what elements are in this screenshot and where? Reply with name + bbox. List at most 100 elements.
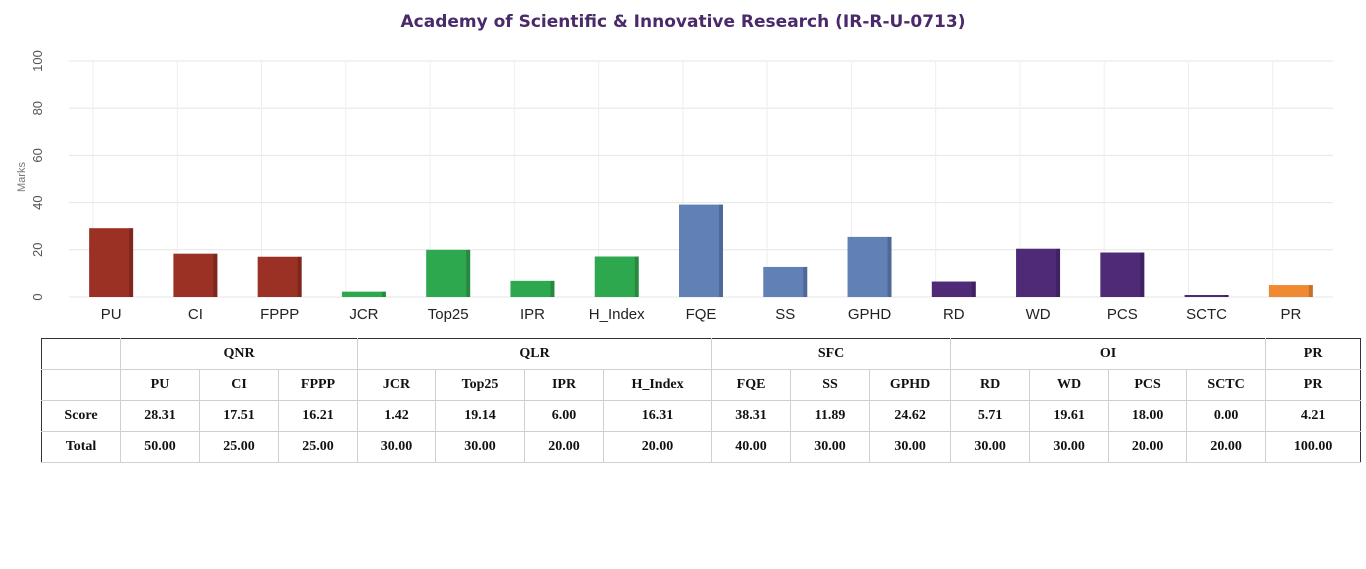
table-cell: 30.00 (1029, 431, 1110, 463)
table-cell: 28.31 (120, 400, 200, 432)
x-tick-label: RD (943, 306, 965, 323)
metric-header: JCR (357, 369, 437, 401)
x-tick-label: JCR (349, 306, 378, 323)
table-cell: 20.00 (1186, 431, 1267, 463)
bar-shade (550, 280, 555, 297)
bar-pcs (1100, 252, 1145, 297)
table-cell: 100.00 (1265, 431, 1362, 463)
x-tick-label: PU (101, 306, 122, 323)
score-table: QNR QLR SFC OI PR PU CI FPPP JCR Top25 IPR H_Index… (41, 338, 1362, 463)
table-cell: 19.14 (435, 400, 526, 432)
bars (89, 204, 1313, 297)
bar-shade (803, 266, 808, 297)
bar-shade (971, 281, 976, 297)
bar-shade (381, 291, 386, 297)
metric-header: WD (1029, 369, 1110, 401)
bar-ss (763, 266, 808, 297)
bar-shade (297, 256, 302, 297)
bar-pu (89, 228, 134, 297)
x-tick-label: PR (1280, 306, 1301, 323)
table-cell: 30.00 (435, 431, 526, 463)
metric-header: IPR (524, 369, 605, 401)
group-header: SFC (711, 338, 952, 370)
table-cell: 16.21 (277, 400, 359, 432)
y-axis-label: Marks (16, 162, 28, 192)
metric-header: SS (790, 369, 871, 401)
bar-ci (173, 253, 218, 297)
bar-shade (719, 204, 723, 297)
table-cell: 30.00 (790, 431, 871, 463)
bar-pr (1268, 285, 1313, 297)
bar-rd (931, 281, 976, 297)
bar-fppp (257, 256, 302, 297)
table-cell: 30.00 (869, 431, 952, 463)
table-cell: 30.00 (357, 431, 437, 463)
y-tick-label: 20 (30, 243, 45, 257)
bar-fqe (679, 204, 723, 297)
group-header: OI (950, 338, 1267, 370)
table-cell: 20.00 (1108, 431, 1188, 463)
group-header: QNR (119, 338, 359, 370)
table-cell: 0.00 (1186, 400, 1267, 432)
bar-top25 (426, 249, 471, 297)
bar-jcr (341, 291, 386, 297)
x-axis-ticks: PU CI FPPP JCR Top25 IPR H_Index FQE SS GPHD RD WD P… (101, 306, 1302, 323)
corner-cell (41, 338, 121, 370)
x-tick-label: IPR (520, 306, 545, 323)
row-label: Total (41, 431, 121, 463)
table-cell: 18.00 (1108, 400, 1188, 432)
table-cell: 17.51 (199, 400, 279, 432)
x-tick-label: SCTC (1186, 306, 1227, 323)
y-tick-label: 100 (30, 50, 45, 72)
bar-chart: 0 20 40 60 80 100 Marks PU CI FPPP JCR Top25 IPR H_… (16, 50, 1333, 323)
bar-shade (1056, 248, 1061, 297)
group-header-row: QNR QLR SFC OI PR (41, 338, 1362, 370)
bar-ipr (510, 280, 555, 297)
table-cell: 24.62 (869, 400, 952, 432)
table-cell: 30.00 (950, 431, 1031, 463)
table-cell: 6.00 (524, 400, 605, 432)
y-tick-label: 40 (30, 195, 45, 209)
group-header: PR (1265, 338, 1362, 370)
y-axis-ticks: 0 20 40 60 80 100 (30, 50, 45, 300)
x-tick-label: SS (775, 306, 795, 323)
bar-wd (1016, 248, 1061, 297)
table-cell: 25.00 (199, 431, 279, 463)
score-row: Score 28.31 17.51 16.21 1.42 19.14 6.00 16.31 3… (41, 400, 1362, 432)
x-tick-label: WD (1026, 306, 1051, 323)
metric-header: GPHD (869, 369, 952, 401)
metric-header: PCS (1108, 369, 1188, 401)
metric-header: CI (199, 369, 279, 401)
x-tick-label: PCS (1107, 306, 1138, 323)
table-cell: 20.00 (603, 431, 713, 463)
table-cell: 5.71 (950, 400, 1031, 432)
metric-header: PU (120, 369, 200, 401)
table-cell: 40.00 (711, 431, 792, 463)
table-cell: 11.89 (790, 400, 871, 432)
bar-gphd (847, 236, 892, 297)
x-tick-label: FPPP (260, 306, 299, 323)
metric-header: H_Index (603, 369, 713, 401)
total-row: Total 50.00 25.00 25.00 30.00 30.00 20.00 20.0… (41, 431, 1362, 463)
metric-header: FQE (711, 369, 792, 401)
metric-header: FPPP (277, 369, 359, 401)
bar-sctc (1184, 295, 1229, 297)
table-cell: 1.42 (357, 400, 437, 432)
table-cell: 4.21 (1265, 400, 1362, 432)
group-header: QLR (357, 338, 713, 370)
row-label: Score (41, 400, 121, 432)
metric-header-row: PU CI FPPP JCR Top25 IPR H_Index FQE SS GPHD RD WD P… (41, 369, 1362, 401)
corner-cell (41, 369, 121, 401)
table-cell: 19.61 (1029, 400, 1110, 432)
bar-shade (1224, 295, 1229, 297)
bar-shade (1308, 285, 1313, 297)
bar-shade (634, 256, 639, 297)
bar-shade (129, 228, 134, 297)
table-cell: 38.31 (711, 400, 792, 432)
table-cell: 16.31 (603, 400, 713, 432)
table-cell: 50.00 (120, 431, 200, 463)
bar-shade (887, 236, 892, 297)
x-tick-label: CI (188, 306, 203, 323)
bar-shade (213, 253, 218, 297)
table-cell: 25.00 (277, 431, 359, 463)
